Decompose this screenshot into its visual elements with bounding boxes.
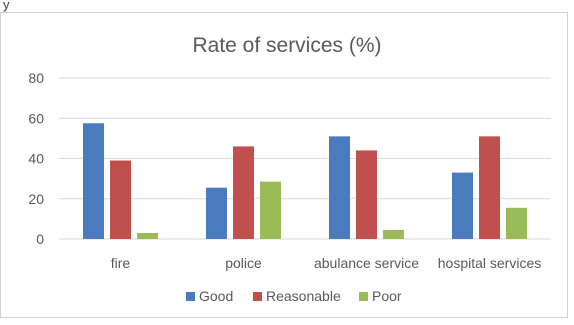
- bar: [356, 150, 377, 239]
- bar: [110, 160, 131, 239]
- x-tick-label: police: [225, 255, 262, 271]
- bar: [452, 172, 473, 239]
- legend-swatch: [186, 292, 195, 301]
- bar: [83, 123, 104, 239]
- x-axis-ticks: fire police abulance service hospital servi…: [111, 255, 541, 271]
- x-tick-label: hospital services: [438, 255, 542, 271]
- bar: [506, 207, 527, 239]
- x-tick-label: fire: [111, 255, 131, 271]
- bar: [329, 136, 350, 239]
- y-axis-ticks: 0 20 40 60 80: [28, 70, 44, 247]
- bar: [479, 136, 500, 239]
- bars: [83, 123, 527, 239]
- y-tick-label: 80: [28, 70, 44, 86]
- y-tick-label: 60: [28, 110, 44, 126]
- bar: [260, 181, 281, 239]
- legend-label: Poor: [372, 288, 402, 304]
- legend-label: Good: [199, 288, 233, 304]
- bar: [233, 146, 254, 239]
- legend-label: Reasonable: [266, 288, 341, 304]
- bar: [137, 232, 158, 239]
- page-top-text: y: [3, 0, 10, 12]
- bar: [383, 229, 404, 239]
- legend-swatch: [253, 292, 262, 301]
- y-tick-label: 20: [28, 191, 44, 207]
- legend: Good Reasonable Poor: [186, 288, 402, 304]
- y-tick-label: 0: [36, 231, 44, 247]
- x-tick-label: abulance service: [314, 255, 419, 271]
- legend-swatch: [359, 292, 368, 301]
- y-tick-label: 40: [28, 151, 44, 167]
- bar: [206, 187, 227, 239]
- chart-title: Rate of services (%): [192, 34, 381, 57]
